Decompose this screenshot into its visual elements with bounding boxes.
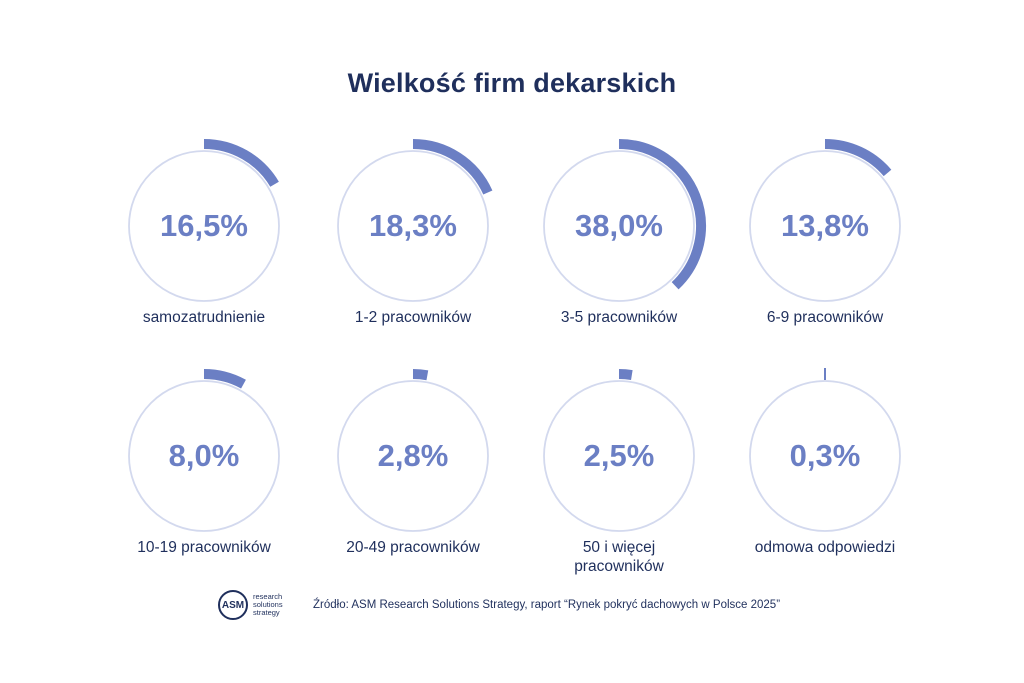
logo-tagline: research solutions strategy xyxy=(253,592,283,617)
source-footer: ASM research solutions strategy Źródło: … xyxy=(218,588,780,622)
gauge-arc xyxy=(618,369,633,380)
gauge-graphic xyxy=(543,139,706,302)
gauge-label: odmowa odpowiedzi xyxy=(754,539,896,556)
gauge-graphic xyxy=(543,369,695,532)
gauge-value: 18,3% xyxy=(369,208,457,243)
gauge-label: samozatrudnienie xyxy=(142,309,266,326)
gauge-graphic xyxy=(749,368,901,532)
gauge-value: 38,0% xyxy=(575,208,663,243)
gauge-label: 50 i więcej pracowników xyxy=(574,539,664,575)
gauge-ring xyxy=(749,150,901,302)
gauge-label: 6-9 pracowników xyxy=(766,309,884,326)
gauge-graphic xyxy=(337,139,493,302)
gauge-value: 13,8% xyxy=(781,208,869,243)
gauge-label: 1-2 pracowników xyxy=(354,309,472,326)
gauge-label: 3-5 pracowników xyxy=(560,309,678,326)
gauge-arc xyxy=(824,139,892,177)
asm-logo-icon: ASM xyxy=(218,590,248,620)
gauge-arc xyxy=(412,369,429,381)
gauge-ring xyxy=(543,150,695,302)
gauge-ring xyxy=(543,380,695,532)
gauge-ring xyxy=(749,380,901,532)
gauge-graphic xyxy=(749,139,901,302)
gauge-ring xyxy=(337,380,489,532)
gauge-ring xyxy=(337,150,489,302)
gauge-graphic xyxy=(128,369,280,532)
gauge-value: 0,3% xyxy=(789,438,861,473)
chart-title: Wielkość firm dekarskich xyxy=(347,68,677,98)
gauge-ring xyxy=(128,380,280,532)
gauge-graphic xyxy=(128,139,280,302)
gauge-graphic xyxy=(337,369,489,532)
gauge-arc xyxy=(618,139,706,290)
gauge-arc xyxy=(412,139,493,195)
gauge-arc xyxy=(203,139,279,187)
gauge-value: 2,8% xyxy=(377,438,449,473)
gauge-value: 2,5% xyxy=(583,438,655,473)
source-text: Źródło: ASM Research Solutions Strategy,… xyxy=(313,599,781,611)
gauge-label: 20-49 pracowników xyxy=(346,539,480,556)
gauge-label: 10-19 pracowników xyxy=(137,539,271,556)
gauge-arc xyxy=(203,369,246,389)
gauge-value: 8,0% xyxy=(168,438,240,473)
gauge-ring xyxy=(128,150,280,302)
gauge-value: 16,5% xyxy=(160,208,248,243)
